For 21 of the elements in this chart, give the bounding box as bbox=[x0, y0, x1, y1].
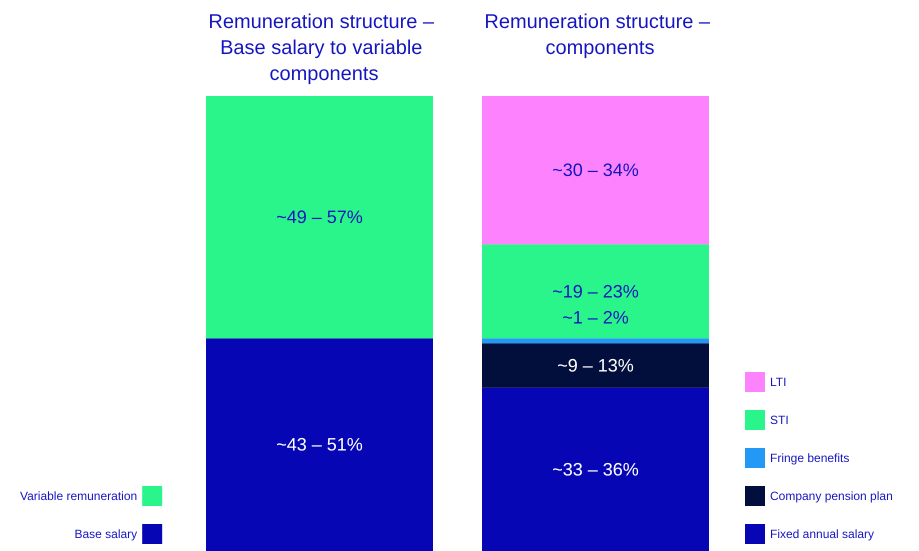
bar bbox=[482, 338, 709, 344]
legend-label: Company pension plan bbox=[770, 489, 893, 503]
data-label: ~43 – 51% bbox=[276, 434, 363, 455]
data-label: ~49 – 57% bbox=[276, 207, 363, 228]
legend-label: Fixed annual salary bbox=[770, 527, 874, 541]
legend-label: Variable remuneration bbox=[20, 489, 138, 503]
legend-label: STI bbox=[770, 413, 789, 427]
bar bbox=[482, 388, 709, 551]
bar bbox=[482, 343, 709, 388]
data-label: ~33 – 36% bbox=[552, 459, 639, 480]
legend-label: Base salary bbox=[74, 527, 138, 541]
bar bbox=[482, 244, 709, 338]
data-label: ~30 – 34% bbox=[552, 160, 639, 180]
data-label: ~9 – 13% bbox=[557, 356, 634, 376]
legend-label: LTI bbox=[770, 375, 786, 389]
legend-label: Fringe benefits bbox=[770, 451, 850, 465]
data-label: ~1 – 2% bbox=[562, 307, 629, 328]
bar bbox=[482, 96, 709, 244]
chart-title: Remuneration structure – Base salary to variable components bbox=[208, 11, 440, 85]
data-label: ~19 – 23% bbox=[552, 281, 639, 302]
chart-title: Remuneration structure – components bbox=[484, 11, 716, 59]
